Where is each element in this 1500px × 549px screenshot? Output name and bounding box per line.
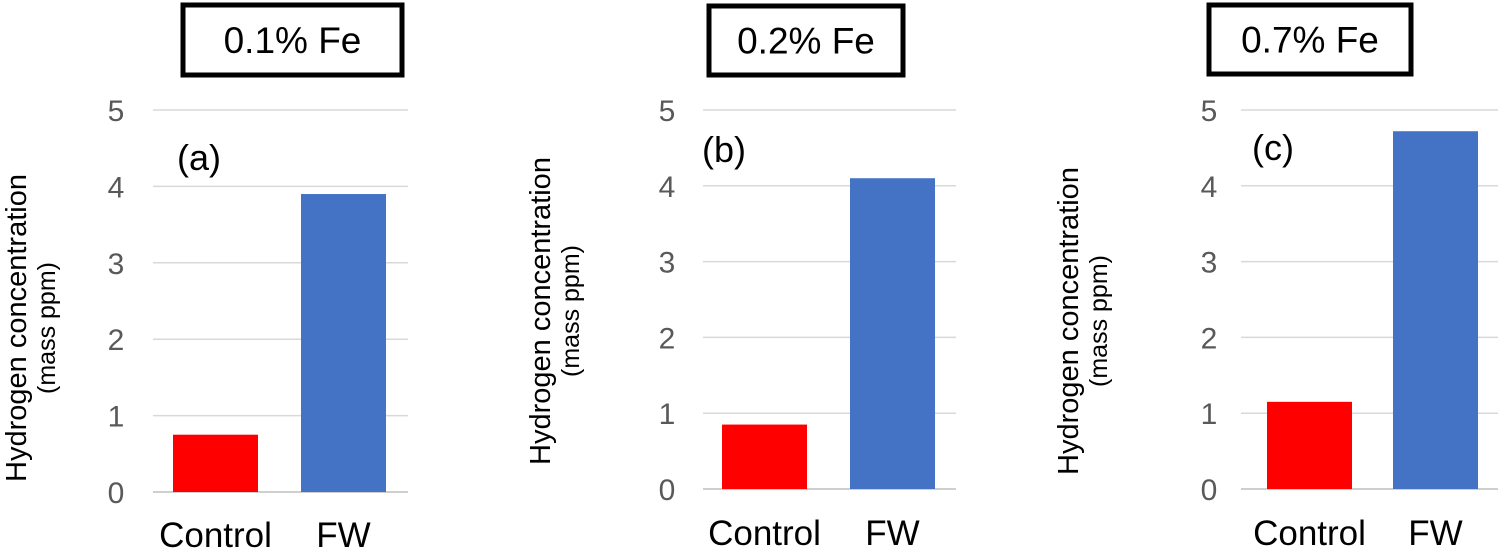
bar-fw bbox=[850, 178, 935, 489]
title-box bbox=[706, 3, 906, 78]
y-tick-label: 1 bbox=[108, 401, 125, 434]
y-tick-label: 5 bbox=[659, 95, 676, 128]
y-axis-label-unit: (mass ppm) bbox=[33, 262, 61, 394]
chart-panel-1: 0 1 2 3 4 5 Control FW 0.1% Fe (a) Hydrogen concen… bbox=[1, 2, 408, 549]
y-axis-label-unit: (mass ppm) bbox=[557, 245, 585, 377]
y-tick-label: 3 bbox=[108, 248, 125, 281]
y-tick-label: 4 bbox=[659, 171, 676, 204]
x-tick-label: FW bbox=[1408, 514, 1462, 549]
x-tick-label: FW bbox=[865, 514, 919, 549]
x-tick-label: Control bbox=[708, 514, 821, 549]
y-tick-label: 2 bbox=[659, 322, 676, 355]
y-tick-label: 1 bbox=[659, 398, 676, 431]
title-box bbox=[180, 2, 405, 78]
bar-fw bbox=[301, 194, 386, 493]
y-tick-label: 4 bbox=[1201, 171, 1218, 204]
y-tick-label: 5 bbox=[108, 95, 125, 128]
bar-fw bbox=[1393, 131, 1478, 489]
bar-control bbox=[722, 424, 807, 489]
y-tick-label: 1 bbox=[1201, 398, 1218, 431]
y-tick-label: 0 bbox=[108, 477, 125, 510]
bar-control bbox=[173, 434, 258, 492]
y-tick-label: 5 bbox=[1201, 95, 1218, 128]
y-axis-label: Hydrogen concentration bbox=[525, 157, 557, 465]
y-tick-label: 2 bbox=[108, 324, 125, 357]
y-tick-label: 2 bbox=[1201, 322, 1218, 355]
y-tick-label: 0 bbox=[659, 474, 676, 507]
bar-control bbox=[1267, 401, 1352, 489]
chart-panel-2: 0 1 2 3 4 5 Control FW 0.2% Fe (b) Hydrogen concen… bbox=[525, 3, 956, 549]
panel-label: (c) bbox=[1252, 127, 1294, 168]
y-tick-label: 4 bbox=[108, 171, 125, 204]
y-tick-label: 3 bbox=[659, 247, 676, 280]
chart-panel-3: 0 1 2 3 4 5 Control FW 0.7% Fe (c) Hydrogen concen… bbox=[1053, 2, 1498, 549]
x-tick-label: Control bbox=[1253, 514, 1366, 549]
chart-title: 0.2% Fe bbox=[737, 21, 875, 62]
x-tick-label: FW bbox=[316, 516, 370, 549]
title-box bbox=[1206, 2, 1414, 77]
y-tick-label: 3 bbox=[1201, 247, 1218, 280]
chart-title: 0.1% Fe bbox=[224, 20, 362, 61]
y-axis-label: Hydrogen concentration bbox=[1053, 167, 1085, 475]
panel-label: (a) bbox=[177, 137, 221, 178]
chart-title: 0.7% Fe bbox=[1241, 20, 1379, 61]
y-axis-label-unit: (mass ppm) bbox=[1085, 255, 1113, 387]
panel-label: (b) bbox=[702, 129, 746, 170]
x-tick-label: Control bbox=[159, 516, 272, 549]
y-tick-label: 0 bbox=[1201, 474, 1218, 507]
y-axis-label: Hydrogen concentration bbox=[1, 174, 33, 482]
